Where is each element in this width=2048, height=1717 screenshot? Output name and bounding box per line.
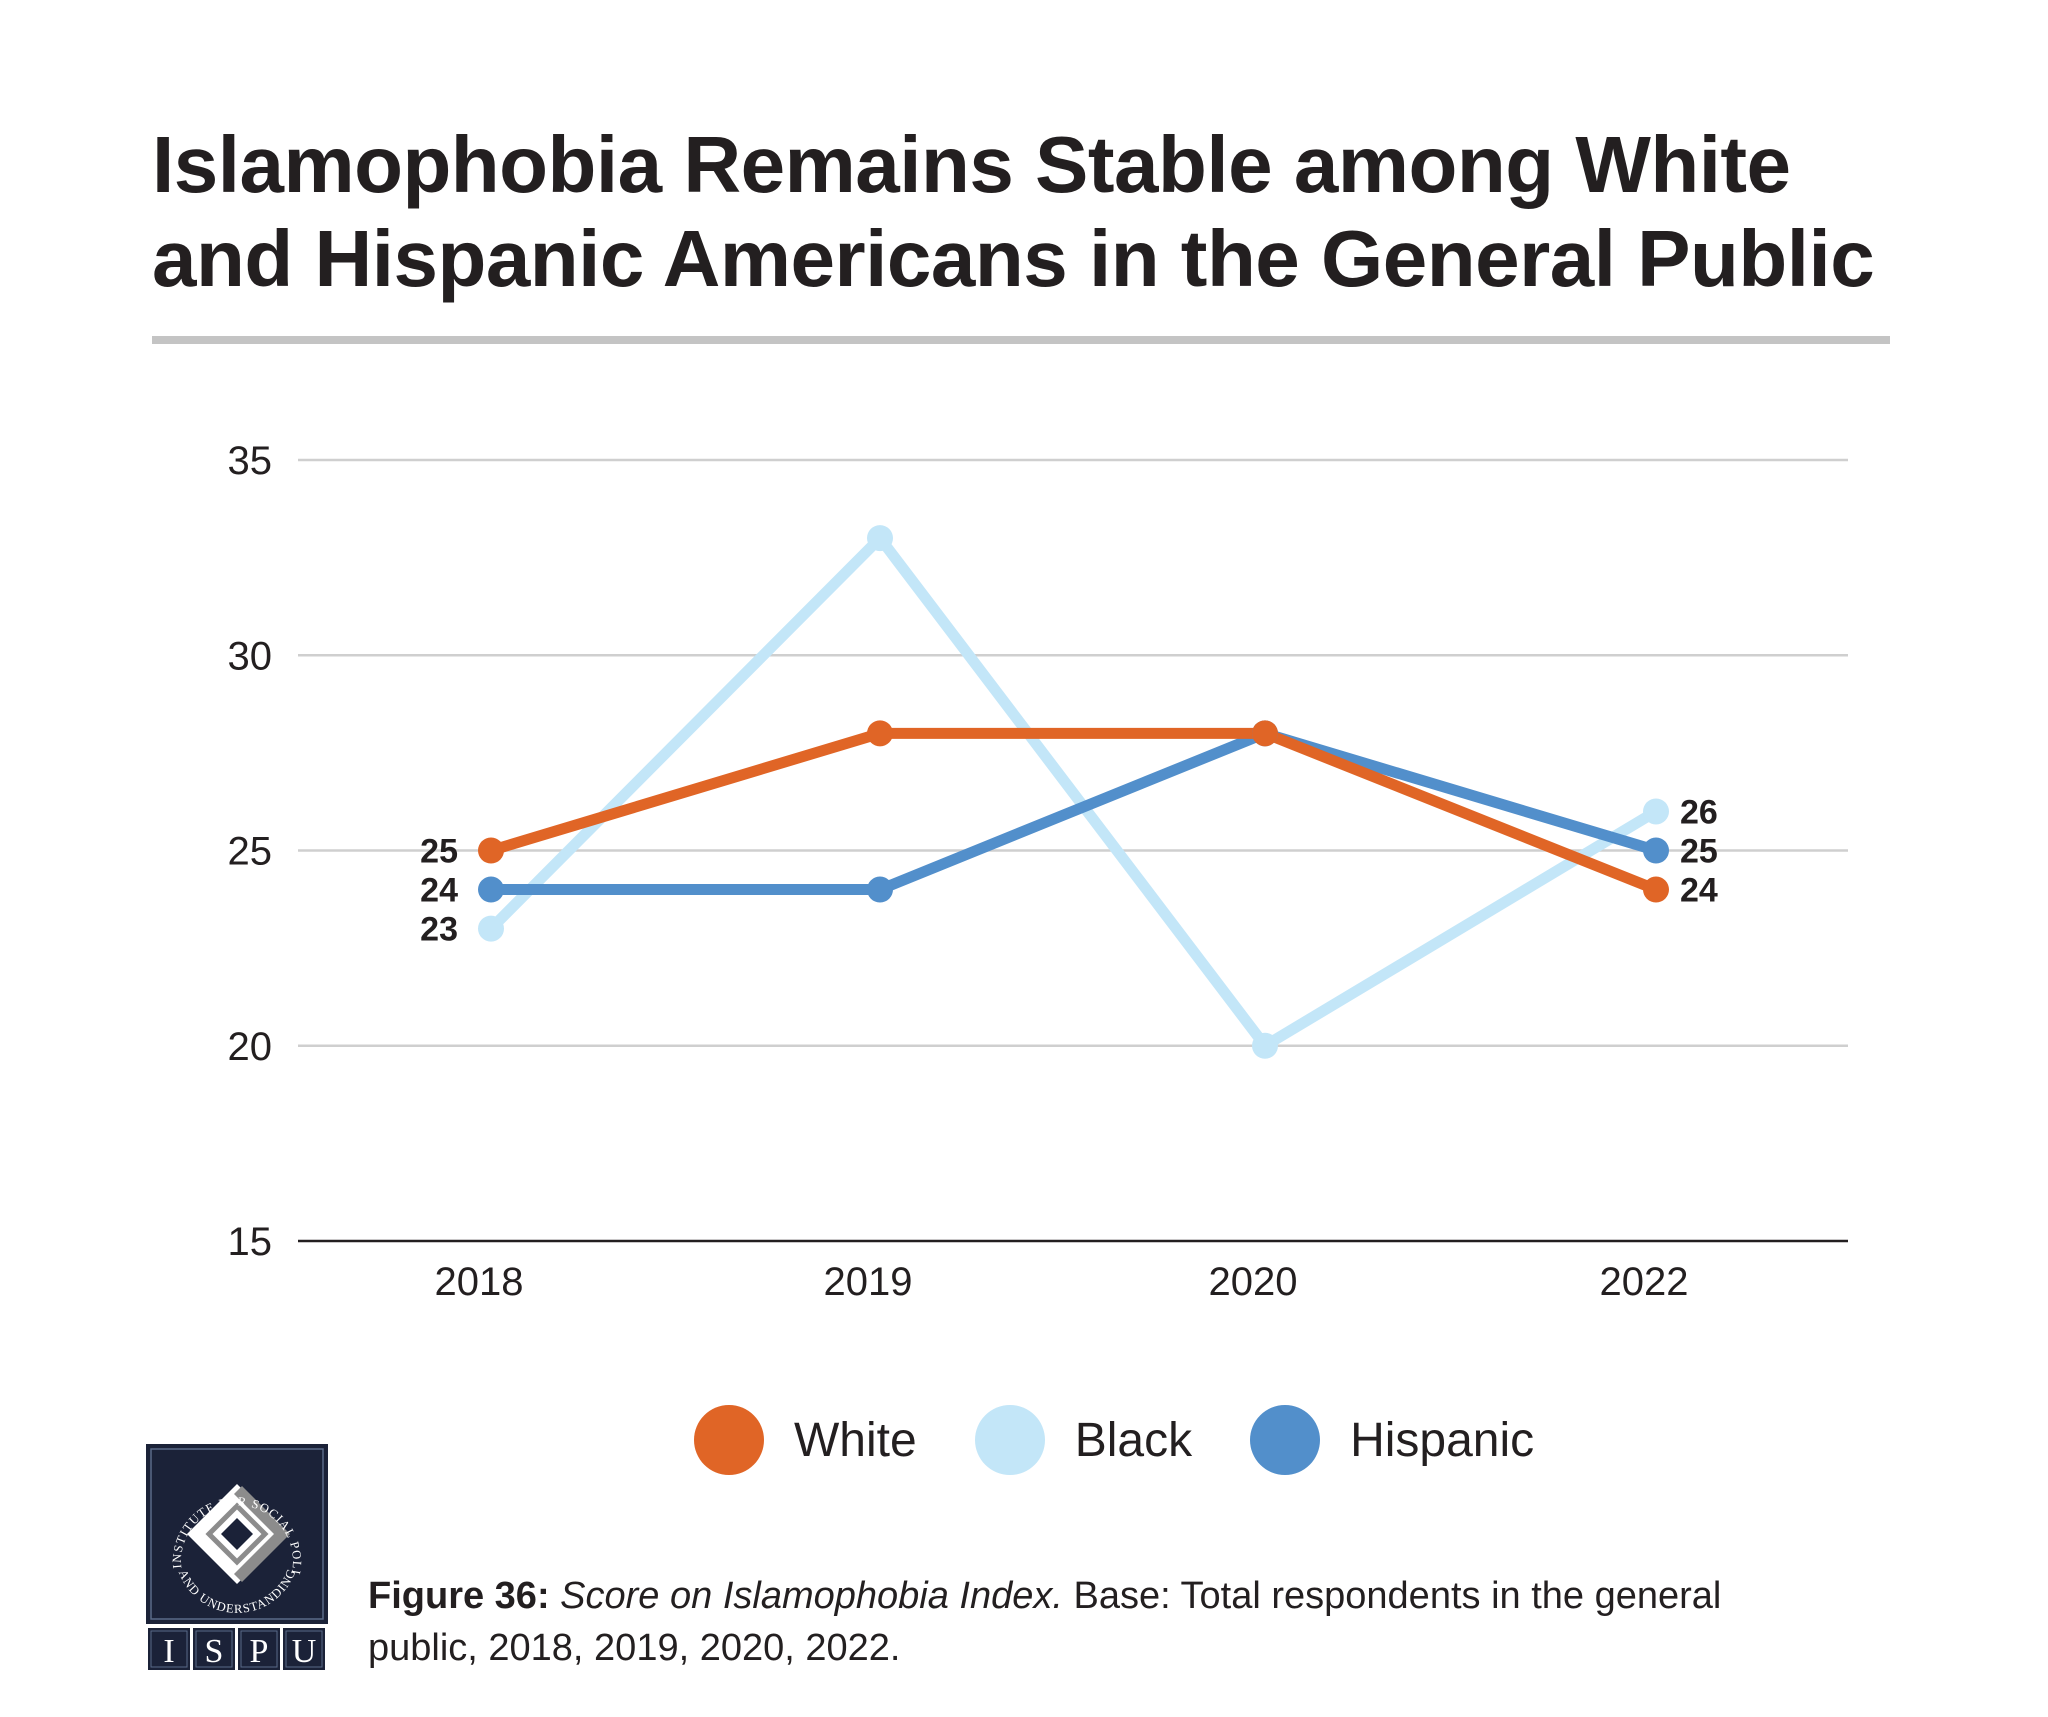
point-hispanic-2019 <box>867 876 893 903</box>
logo-letter-p: P <box>250 1633 269 1670</box>
point-white-2019 <box>867 720 893 747</box>
figure-caption: Figure 36: Score on Islamophobia Index. … <box>368 1570 1928 1674</box>
title-divider <box>152 336 1890 344</box>
logo-letter-border <box>195 1630 233 1668</box>
legend-item-white: White <box>694 1405 917 1475</box>
logo-letter-i: I <box>163 1633 174 1670</box>
legend-item-black: Black <box>974 1405 1193 1475</box>
legend-item-hispanic: Hispanic <box>1250 1405 1534 1475</box>
data-label-white-2022: 24 <box>1680 872 1718 910</box>
line-white <box>489 727 1659 895</box>
x-tick-label-2022: 2022 <box>1600 1260 1689 1304</box>
legend-label-white: White <box>794 1413 917 1467</box>
caption-figure-number: Figure 36: <box>368 1575 550 1617</box>
point-black-2022 <box>1643 798 1669 825</box>
data-label-hispanic-2018: 24 <box>420 872 458 910</box>
y-axis-ticks: 15 20 25 30 35 <box>228 439 273 1264</box>
caption-text-line1: Base: Total respondents in the general <box>1062 1575 1722 1617</box>
x-tick-label-2018: 2018 <box>435 1260 524 1304</box>
point-white-2020 <box>1252 720 1278 747</box>
legend: White Black Hispanic <box>694 1405 1592 1475</box>
series-lines <box>487 532 1659 1052</box>
data-label-white-2018: 25 <box>420 833 458 871</box>
y-tick-label-35: 35 <box>228 439 273 483</box>
gridlines <box>298 458 1848 1243</box>
y-tick-label-20: 20 <box>228 1025 273 1069</box>
point-black-2018 <box>478 915 504 942</box>
legend-label-hispanic: Hispanic <box>1350 1413 1535 1467</box>
point-white-2018 <box>478 837 504 864</box>
data-label-black-2022: 26 <box>1680 793 1718 831</box>
point-white-2022 <box>1643 876 1669 903</box>
legend-swatch-white <box>694 1405 764 1475</box>
logo-letter-box <box>283 1628 325 1670</box>
y-tick-label-15: 15 <box>228 1220 273 1264</box>
ispu-logo: INSTITUTE FOR SOCIAL POLICY AND UNDERSTA… <box>146 1444 328 1670</box>
x-tick-label-2019: 2019 <box>824 1260 913 1304</box>
legend-swatch-hispanic <box>1250 1405 1321 1475</box>
point-black-2020 <box>1252 1032 1278 1059</box>
point-black-2019 <box>867 525 893 552</box>
series-points <box>478 525 1669 1059</box>
logo-letter-box <box>238 1628 280 1670</box>
logo-letter-border <box>240 1630 278 1668</box>
logo-border <box>150 1448 324 1620</box>
data-label-black-2018: 23 <box>420 911 458 949</box>
line-hispanic <box>491 727 1658 896</box>
y-tick-label-30: 30 <box>228 634 273 678</box>
caption-italic: Score on Islamophobia Index. <box>549 1575 1063 1617</box>
caption-text-line2: public, 2018, 2019, 2020, 2022. <box>368 1627 901 1669</box>
data-label-hispanic-2022: 25 <box>1680 833 1718 871</box>
diamond-icon <box>187 1484 290 1584</box>
logo-letter-s: S <box>205 1633 224 1670</box>
legend-swatch-black <box>974 1405 1045 1475</box>
line-black <box>487 532 1659 1052</box>
logo-letter-border <box>285 1630 323 1668</box>
x-axis-ticks: 2018 2019 2020 2022 <box>435 1260 1689 1304</box>
point-hispanic-2018 <box>478 876 504 903</box>
logo-letter-box <box>193 1628 235 1670</box>
legend-label-black: Black <box>1074 1413 1193 1467</box>
chart-title: Islamophobia Remains Stable among White … <box>152 118 1952 306</box>
y-tick-label-25: 25 <box>228 830 273 874</box>
logo-letter-box <box>148 1628 190 1670</box>
x-tick-label-2020: 2020 <box>1209 1260 1298 1304</box>
logo-letter-u: U <box>292 1633 317 1670</box>
title-line-2: and Hispanic Americans in the General Pu… <box>152 214 1875 303</box>
point-hispanic-2022 <box>1643 837 1669 864</box>
title-line-1: Islamophobia Remains Stable among White <box>152 120 1791 209</box>
logo-letter-border <box>150 1630 188 1668</box>
